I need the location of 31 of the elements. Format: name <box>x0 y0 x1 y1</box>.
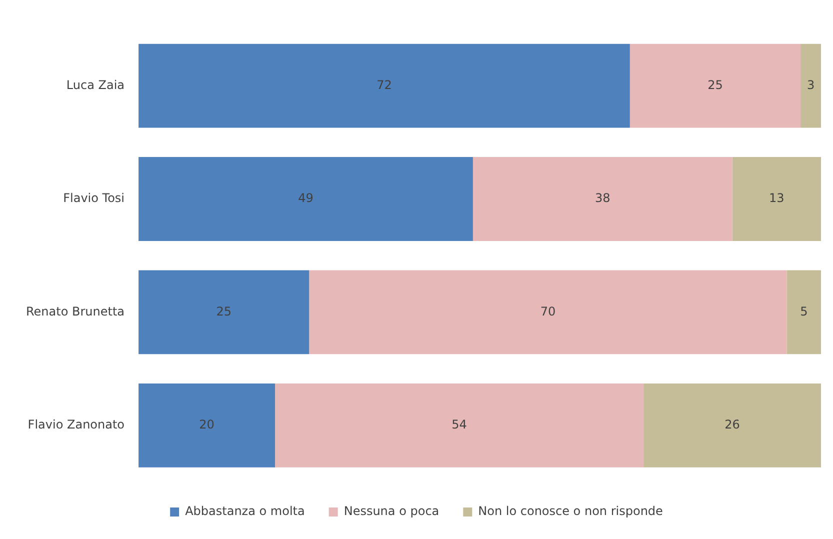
bar <box>138 270 310 354</box>
y-tick-label: Flavio Zanonato <box>28 418 125 432</box>
data-label: 70 <box>540 304 556 318</box>
bar <box>138 383 276 468</box>
data-label: 20 <box>199 418 214 432</box>
y-tick-label: Flavio Tosi <box>63 191 125 206</box>
data-label: 3 <box>806 78 815 92</box>
data-label: 5 <box>800 304 808 318</box>
data-label: 13 <box>769 191 784 206</box>
bar <box>138 157 473 241</box>
bar <box>800 44 821 128</box>
bar <box>275 383 644 468</box>
bar <box>472 157 732 241</box>
y-tick-label: Renato Brunetta <box>26 304 125 318</box>
legend-label: Nessuna o poca <box>344 504 440 518</box>
bar <box>630 44 801 128</box>
bar <box>732 157 821 241</box>
legend-label: Abbastanza o molta <box>185 504 305 518</box>
bar <box>644 383 821 468</box>
data-label: 25 <box>216 304 232 318</box>
data-label: 49 <box>298 191 314 206</box>
bar <box>138 44 630 128</box>
legend-label: Non lo conosce o non risponde <box>478 504 663 518</box>
data-label: 38 <box>594 191 610 206</box>
bar <box>309 270 787 354</box>
y-tick-label: Luca Zaia <box>66 78 125 92</box>
data-label: 54 <box>452 418 467 432</box>
data-label: 72 <box>376 78 392 92</box>
data-label: 25 <box>708 78 723 92</box>
data-label: 26 <box>724 418 740 432</box>
bar <box>786 270 821 354</box>
